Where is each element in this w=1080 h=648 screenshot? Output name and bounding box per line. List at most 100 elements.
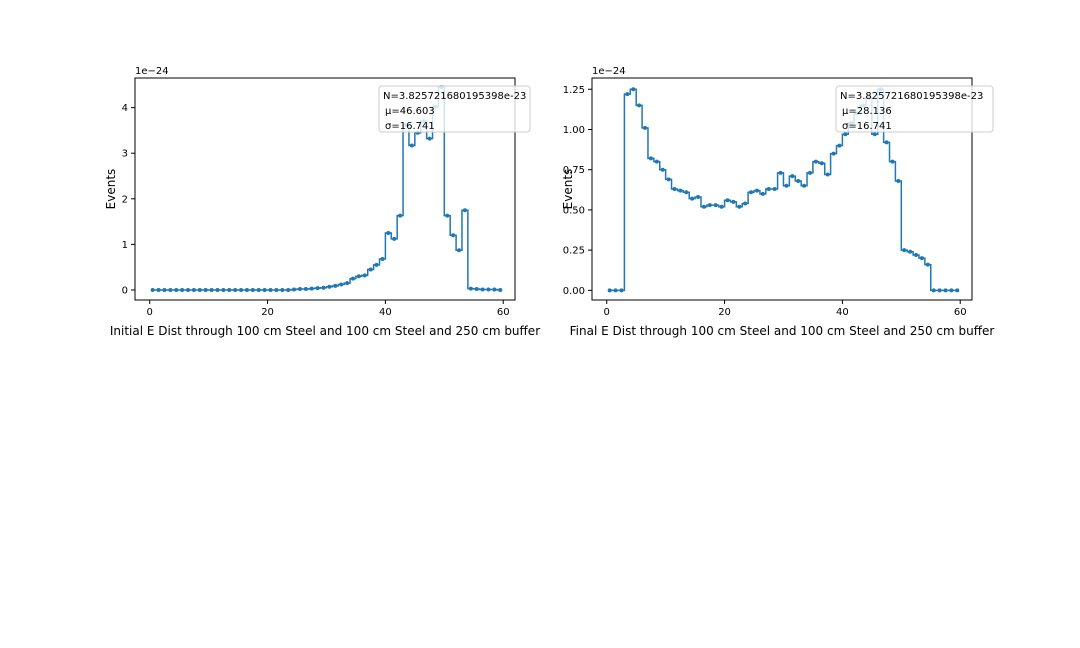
chart-1-y-tick-label: 0.50 <box>563 205 585 216</box>
chart-0-x-tick-label: 40 <box>379 307 392 318</box>
chart-1-data-point <box>902 248 907 253</box>
chart-0-data-point <box>280 287 285 292</box>
chart-1-data-point <box>743 201 748 206</box>
chart-0-data-point <box>227 287 232 292</box>
chart-0-stats-line: N=3.825721680195398e-23 <box>383 91 526 102</box>
chart-1-data-point <box>819 161 824 166</box>
chart-0-axes-frame <box>134 77 516 301</box>
chart-0-data-point <box>409 143 414 148</box>
chart-0-data-point <box>368 267 373 272</box>
chart-1-data-point <box>796 178 801 183</box>
chart-0-y-tick-label: 2 <box>122 194 128 205</box>
chart-1-x-tick-label: 40 <box>836 307 849 318</box>
chart-0-data-point <box>480 287 485 292</box>
chart-0-data-point <box>292 287 297 292</box>
chart-0-data-point <box>392 236 397 241</box>
chart-1-data-point <box>643 125 648 130</box>
chart-1-stats-box <box>835 85 994 133</box>
chart-0-data-point <box>386 230 391 235</box>
chart-0-stats-line: σ=16.741 <box>385 121 435 132</box>
chart-0-data-point <box>498 287 503 292</box>
chart-0-data-point <box>468 286 473 291</box>
chart-1-data-point <box>837 143 842 148</box>
chart-1-data-point <box>937 288 942 293</box>
chart-0-data-point <box>427 136 432 141</box>
chart-1-data-point <box>825 172 830 177</box>
chart-0-data-point <box>445 213 450 218</box>
chart-0-data-point <box>215 287 220 292</box>
chart-1-data-point <box>884 140 889 145</box>
chart-0-data-point <box>233 287 238 292</box>
chart-1-data-point <box>725 198 730 203</box>
chart-0-data-point <box>303 287 308 292</box>
final-energy-chart: 0 20 40 60 0.00 0.25 0.50 0.75 1.00 1.25 1e−24 Fina… <box>561 66 994 338</box>
chart-0-y-tick-label: 0 <box>122 285 128 296</box>
chart-1-data-point <box>802 183 807 188</box>
chart-1-data-point <box>890 159 895 164</box>
chart-0-y-tick-label: 1 <box>122 240 128 251</box>
chart-1-data-point <box>672 187 677 191</box>
chart-1-y-tick-label: 0.00 <box>563 286 585 297</box>
chart-1-data-point <box>760 191 765 196</box>
chart-1-data-point <box>914 252 919 257</box>
chart-0-data-point <box>174 287 179 292</box>
chart-0-data-point <box>362 273 367 278</box>
chart-0-data-point <box>239 287 244 292</box>
chart-1-y-tick-label: 0.75 <box>563 165 585 176</box>
initial-energy-chart: 0 20 40 60 0 1 2 3 4 1e−24 Initial E Dist through … <box>104 66 540 338</box>
chart-1-x-axis-label: Final E Dist through 100 cm Steel and 10… <box>570 324 995 338</box>
chart-1-data-point <box>772 187 777 191</box>
chart-1-y-axis-label: Events <box>561 169 575 210</box>
chart-0-data-point <box>309 286 314 291</box>
chart-1-y-tick-label: 1.25 <box>563 85 585 96</box>
chart-1-data-point <box>637 103 642 108</box>
chart-0-data-point <box>345 281 350 286</box>
chart-0-scale-label: 1e−24 <box>135 66 169 77</box>
chart-1-data-point <box>784 183 789 188</box>
chart-0-data-point <box>321 285 326 290</box>
chart-0-data-point <box>486 287 491 292</box>
chart-0-y-tick-label: 4 <box>122 103 128 114</box>
chart-1-data-point <box>949 288 954 293</box>
chart-0-data-point <box>156 287 161 292</box>
chart-1-data-point <box>719 204 724 209</box>
chart-0-data-point <box>244 287 249 292</box>
chart-0-stats-box <box>378 85 531 133</box>
chart-1-data-point <box>713 203 718 208</box>
chart-1-data-point <box>943 288 948 293</box>
chart-0-x-tick-label: 0 <box>147 307 153 318</box>
chart-1-data-point <box>931 288 936 293</box>
chart-1-data-point <box>607 288 612 293</box>
chart-0-x-axis-label: Initial E Dist through 100 cm Steel and … <box>110 324 540 338</box>
chart-0-data-point <box>462 208 467 213</box>
chart-1-data-point <box>843 132 848 137</box>
chart-0-data-point <box>221 287 226 292</box>
chart-0-y-tick-label: 3 <box>122 149 128 160</box>
chart-0-data-point <box>186 287 191 292</box>
chart-0-data-point <box>203 287 208 292</box>
chart-1-data-point <box>619 288 624 293</box>
chart-1-data-point <box>613 288 618 293</box>
chart-1-data-point <box>831 151 836 156</box>
chart-1-scale-label: 1e−24 <box>592 66 626 77</box>
chart-1-data-point <box>790 174 795 179</box>
chart-1-data-point <box>955 288 960 293</box>
chart-0-data-point <box>350 276 355 281</box>
chart-0-data-point <box>197 287 202 292</box>
chart-0-x-tick-label: 60 <box>497 307 510 318</box>
chart-1-data-point <box>872 132 877 137</box>
chart-1-data-point <box>754 188 759 193</box>
chart-1-y-tick-label: 0.25 <box>563 246 585 257</box>
chart-1-data-point <box>919 256 924 261</box>
chart-0-data-point <box>398 213 403 218</box>
chart-1-x-tick-label: 60 <box>954 307 967 318</box>
chart-1-data-point <box>684 190 689 195</box>
chart-1-x-tick-label: 20 <box>718 307 731 318</box>
chart-1-data-point <box>731 199 736 204</box>
chart-1-y-tick-label: 1.00 <box>563 125 585 136</box>
chart-1-data-point <box>737 204 742 209</box>
chart-0-data-point <box>333 283 338 288</box>
chart-0-data-point <box>150 287 155 292</box>
chart-0-data-point <box>191 287 196 292</box>
